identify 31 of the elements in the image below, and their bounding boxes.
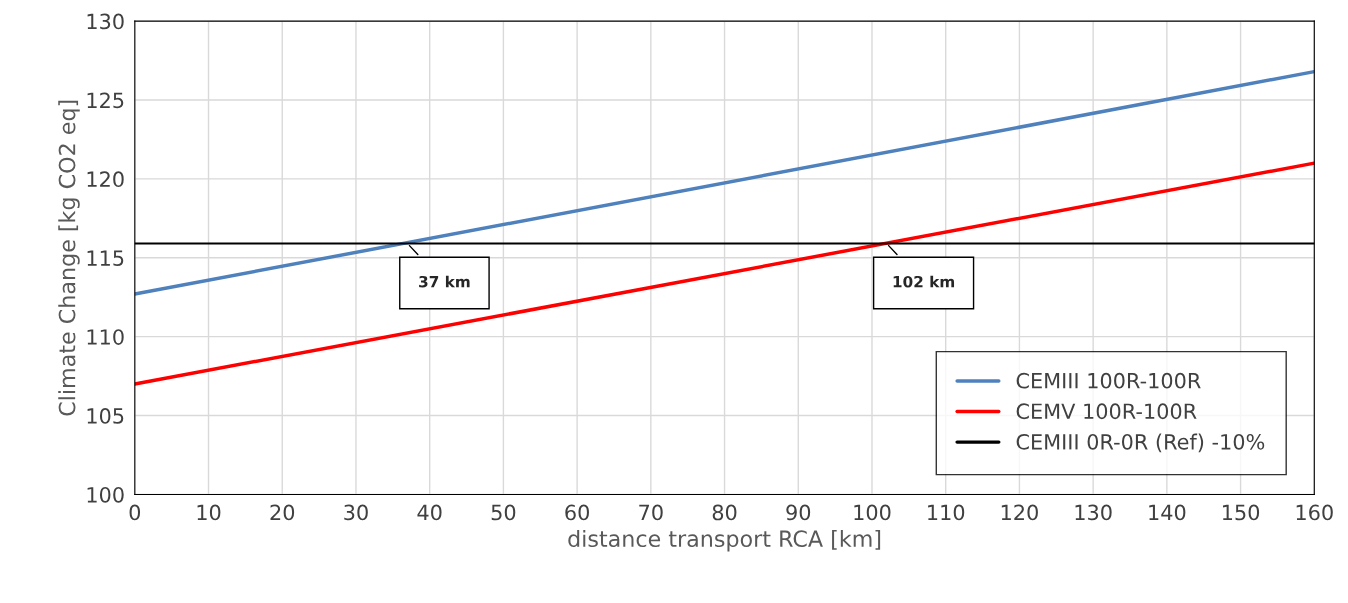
x-tick-label: 30	[344, 504, 368, 521]
x-axis-title: distance transport RCA [km]	[568, 529, 881, 552]
y-tick-label: 120	[87, 171, 124, 188]
x-tick-label: 110	[928, 504, 965, 521]
y-tick-label: 125	[87, 92, 124, 109]
y-tick-label: 130	[87, 13, 124, 30]
legend-label: CEMIII 100R-100R	[1016, 372, 1201, 389]
x-tick-label: 90	[786, 504, 811, 521]
y-tick-label: 110	[87, 329, 124, 345]
x-tick-label: 130	[1075, 504, 1112, 521]
y-tick-label: 105	[87, 408, 124, 424]
x-tick-label: 80	[712, 504, 737, 521]
annotation: 102 km	[893, 275, 955, 288]
x-tick-label: 120	[1001, 504, 1038, 521]
y-tick-label: 100	[87, 486, 124, 503]
x-tick-label: 140	[1149, 504, 1186, 521]
x-tick-label: 50	[491, 504, 516, 521]
x-tick-label: 10	[197, 504, 221, 521]
x-tick-label: 20	[270, 504, 295, 521]
x-tick-label: 40	[417, 504, 442, 521]
x-tick-label: 100	[854, 504, 891, 521]
x-tick-label: 0	[129, 504, 141, 521]
y-tick-label: 115	[87, 250, 124, 266]
y-axis-title: Climate Change [kg CO2 eq]	[58, 100, 80, 416]
x-tick-label: 70	[639, 504, 663, 521]
annotation: 37 km	[419, 275, 470, 288]
x-tick-label: 60	[565, 504, 589, 521]
legend-label: CEMV 100R-100R	[1016, 403, 1197, 420]
x-tick-label: 150	[1222, 504, 1260, 521]
x-tick-label: 160	[1296, 504, 1333, 521]
legend-label: CEMIII 0R-0R (Ref) -10%	[1016, 433, 1265, 453]
